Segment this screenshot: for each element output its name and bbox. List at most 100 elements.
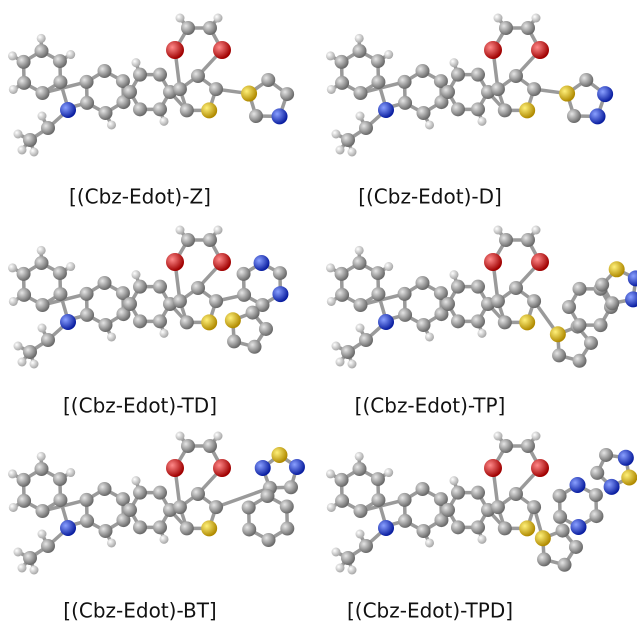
atom — [519, 102, 535, 118]
atom — [484, 41, 502, 59]
atom — [521, 233, 535, 247]
atom — [355, 452, 364, 461]
atom — [589, 509, 603, 523]
atom — [553, 510, 567, 524]
atom — [133, 280, 147, 294]
atom — [214, 14, 223, 23]
atom — [353, 86, 367, 100]
atom — [597, 86, 613, 102]
atom — [66, 50, 75, 59]
atom — [166, 41, 184, 59]
atom — [521, 21, 535, 35]
atom — [227, 334, 241, 348]
atom — [262, 533, 276, 547]
atom — [327, 85, 336, 94]
atom — [17, 494, 31, 508]
atom — [491, 82, 505, 96]
atom — [98, 276, 112, 290]
atom — [35, 462, 49, 476]
atom — [133, 486, 147, 500]
atom — [450, 58, 459, 67]
atom — [416, 276, 430, 290]
atom — [173, 500, 187, 514]
atom — [336, 564, 345, 573]
atom — [176, 432, 185, 441]
atom — [284, 480, 298, 494]
atom — [280, 522, 294, 536]
atom — [356, 112, 365, 121]
atom — [556, 524, 570, 538]
panel-label: [(Cbz-Edot)-D] — [358, 185, 502, 209]
atom — [451, 68, 465, 82]
atom — [41, 539, 55, 553]
atom — [255, 460, 271, 476]
molecule — [8, 14, 294, 157]
atom — [519, 520, 535, 536]
atom — [35, 86, 49, 100]
atom — [378, 102, 394, 118]
atom — [498, 521, 512, 535]
atom — [153, 68, 167, 82]
atom — [355, 246, 364, 255]
atom — [153, 102, 167, 116]
atom — [180, 103, 194, 117]
atom — [498, 103, 512, 117]
atom — [209, 82, 223, 96]
atom — [471, 520, 485, 534]
atom — [98, 482, 112, 496]
atom — [248, 340, 262, 354]
atom — [153, 314, 167, 328]
atom — [499, 439, 513, 453]
atom — [123, 85, 137, 99]
atom — [341, 551, 355, 565]
atom — [133, 314, 147, 328]
atom — [66, 262, 75, 271]
atom — [628, 270, 637, 286]
atom — [537, 552, 551, 566]
atom — [355, 34, 364, 43]
atom — [451, 314, 465, 328]
atom — [133, 520, 147, 534]
atom — [153, 280, 167, 294]
atom — [35, 44, 49, 58]
atom — [494, 226, 503, 235]
atom — [567, 109, 581, 123]
atom — [570, 477, 586, 493]
atom — [441, 503, 455, 517]
atom — [553, 489, 567, 503]
atom — [348, 148, 357, 157]
atom — [160, 329, 169, 338]
atom — [133, 102, 147, 116]
atom — [552, 348, 566, 362]
atom — [532, 14, 541, 23]
atom — [98, 524, 112, 538]
atom — [23, 345, 37, 359]
atom — [107, 332, 116, 341]
atom — [30, 566, 39, 575]
atom — [18, 564, 27, 573]
atom — [609, 261, 625, 277]
atom — [573, 318, 587, 332]
atom — [594, 318, 608, 332]
atom — [498, 315, 512, 329]
atom — [335, 288, 349, 302]
atom — [359, 333, 373, 347]
atom — [53, 493, 67, 507]
atom — [17, 55, 31, 69]
atom — [478, 117, 487, 126]
atom — [8, 469, 17, 478]
atom — [9, 85, 18, 94]
atom — [30, 360, 39, 369]
atom — [326, 51, 335, 60]
panel-label: [(Cbz-Edot)-TPD] — [347, 599, 513, 623]
atom — [371, 472, 385, 486]
atom — [9, 503, 18, 512]
atom — [471, 314, 485, 328]
atom — [213, 253, 231, 271]
atom — [9, 297, 18, 306]
atom — [353, 504, 367, 518]
atom — [499, 21, 513, 35]
atom — [41, 333, 55, 347]
atom — [203, 439, 217, 453]
atom — [353, 256, 367, 270]
